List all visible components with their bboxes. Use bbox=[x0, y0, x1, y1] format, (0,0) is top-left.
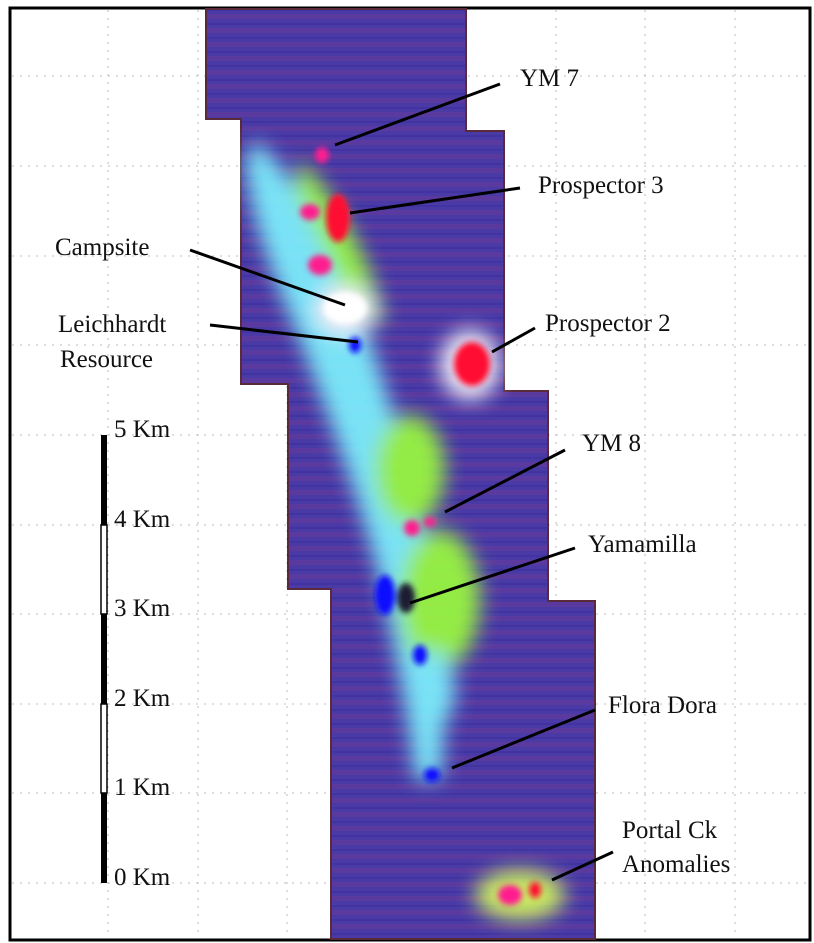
leader-flora-dora bbox=[451, 708, 596, 770]
leader-leichhardt bbox=[209, 323, 359, 344]
scale-bar-segment bbox=[101, 793, 107, 883]
leader-yamamilla bbox=[409, 546, 576, 605]
scale-tick-label: 5 Km bbox=[114, 416, 171, 443]
label-campsite: Campsite bbox=[55, 234, 149, 261]
label-flora-dora: Flora Dora bbox=[608, 692, 717, 719]
scale-tick-label: 4 Km bbox=[114, 506, 171, 533]
scale-tick-label: 3 Km bbox=[114, 595, 171, 622]
label-yamamilla: Yamamilla bbox=[588, 531, 697, 558]
leader-campsite bbox=[189, 248, 346, 307]
label-leichhardt-line1: Leichhardt bbox=[58, 311, 166, 338]
scale-bar-segment bbox=[101, 435, 107, 525]
scale-bar-segment bbox=[100, 703, 108, 794]
label-ym8: YM 8 bbox=[582, 430, 641, 457]
label-portal-line1: Portal Ck bbox=[622, 817, 718, 844]
leader-ym8 bbox=[444, 448, 566, 514]
label-prospector3: Prospector 3 bbox=[538, 172, 664, 199]
scale-bar-segment bbox=[100, 524, 108, 615]
scale-bar-segment bbox=[101, 614, 107, 704]
scale-tick-label: 2 Km bbox=[114, 685, 171, 712]
leader-lines bbox=[189, 82, 614, 882]
leader-prospector3 bbox=[349, 186, 521, 215]
scale-tick-label: 1 Km bbox=[114, 774, 171, 801]
leader-prospector2 bbox=[491, 326, 536, 354]
leader-ym7 bbox=[334, 82, 501, 147]
label-leichhardt-line2: Resource bbox=[60, 346, 153, 373]
label-portal-line2: Anomalies bbox=[622, 851, 730, 878]
scale-tick-label: 0 Km bbox=[114, 864, 171, 891]
leader-portal bbox=[551, 850, 614, 882]
label-prospector2: Prospector 2 bbox=[545, 310, 671, 337]
label-ym7: YM 7 bbox=[520, 65, 579, 92]
scale-bar: 5 Km 4 Km 3 Km 2 Km 1 Km 0 Km bbox=[100, 416, 171, 891]
